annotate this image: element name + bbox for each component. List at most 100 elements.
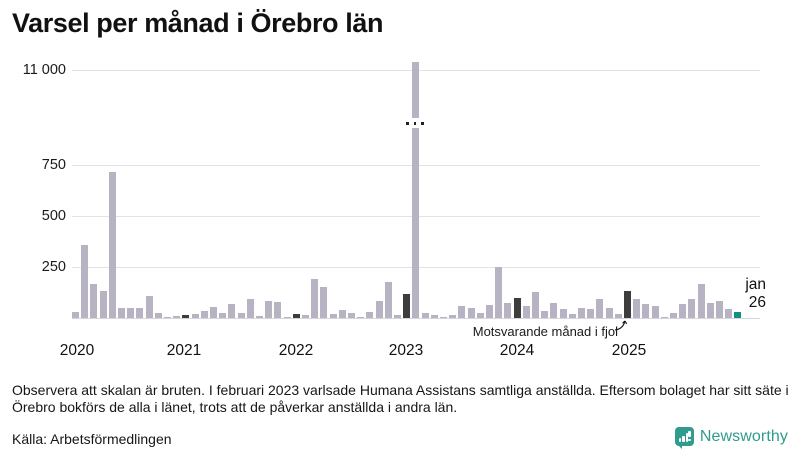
bar xyxy=(237,313,245,318)
annotation-arrow-icon xyxy=(614,320,628,331)
x-axis-line xyxy=(72,318,760,319)
bar xyxy=(384,282,392,318)
bar xyxy=(532,292,539,318)
bar xyxy=(476,313,484,318)
bar xyxy=(357,317,365,318)
scale-break-dot-icon xyxy=(413,121,417,125)
x-tick-label-2025: 2025 xyxy=(611,342,647,359)
bar xyxy=(660,317,668,318)
bar xyxy=(173,316,181,318)
bar xyxy=(246,299,254,318)
bar xyxy=(679,304,687,318)
y-tick-label: 750 xyxy=(41,157,66,173)
bar xyxy=(394,315,401,318)
x-tick-label-2022: 2022 xyxy=(278,342,314,359)
brand-name: Newsworthy xyxy=(699,427,788,445)
bar xyxy=(191,314,199,318)
bar xyxy=(541,311,549,318)
bar xyxy=(228,304,236,318)
current-month-name: jan xyxy=(745,276,766,293)
bar xyxy=(164,317,171,318)
bar xyxy=(458,306,466,318)
bar xyxy=(99,291,107,318)
bar xyxy=(697,284,705,318)
current-month-year: 26 xyxy=(748,294,766,311)
bar xyxy=(504,303,512,318)
bar-spike-upper xyxy=(412,62,420,118)
bar xyxy=(283,317,291,318)
bar xyxy=(467,308,475,318)
bar xyxy=(154,313,162,318)
bar xyxy=(421,313,429,318)
bar xyxy=(486,305,493,318)
bar xyxy=(375,301,383,318)
bar xyxy=(403,294,411,318)
bar xyxy=(440,317,447,318)
bar xyxy=(633,299,641,318)
bar xyxy=(716,301,723,318)
bar xyxy=(302,315,309,318)
bar xyxy=(136,308,144,318)
bar xyxy=(430,315,438,318)
bar xyxy=(725,309,733,318)
y-tick-label: 250 xyxy=(41,259,66,275)
bar xyxy=(596,299,604,318)
bar xyxy=(108,172,116,318)
bar xyxy=(90,284,98,318)
bar xyxy=(624,291,631,318)
bar xyxy=(348,313,355,318)
bar xyxy=(118,308,125,318)
bar xyxy=(256,316,263,318)
bar xyxy=(329,314,337,318)
bar xyxy=(495,267,503,318)
logo-exclamation-dot-icon xyxy=(688,438,691,441)
x-tick-label-2023: 2023 xyxy=(388,342,424,359)
bar xyxy=(651,306,659,318)
bar xyxy=(81,245,89,318)
bar xyxy=(522,306,530,318)
bar xyxy=(670,313,677,318)
x-tick-label-2020: 2020 xyxy=(59,342,95,359)
brand-logo: Newsworthy xyxy=(674,427,788,449)
bar xyxy=(182,315,190,318)
current-month-label: jan 26 xyxy=(720,276,766,312)
bar xyxy=(274,302,282,318)
bar xyxy=(578,308,585,318)
bar xyxy=(587,309,595,318)
bar xyxy=(688,299,696,318)
bar xyxy=(513,298,521,318)
logo-exclamation-icon xyxy=(688,431,691,437)
bar xyxy=(706,303,714,318)
y-tick-label: 11 000 xyxy=(22,62,66,78)
footnote: Observera att skalan är bruten. I februa… xyxy=(12,382,789,415)
bar xyxy=(311,279,319,318)
bar xyxy=(292,314,300,318)
logo-bar-icon xyxy=(678,438,682,442)
bar xyxy=(449,315,457,318)
logo-bar-icon xyxy=(686,433,689,442)
bar xyxy=(568,314,576,318)
bar xyxy=(127,308,135,318)
bar xyxy=(145,296,153,318)
page-title: Varsel per månad i Örebro län xyxy=(12,8,384,38)
source-text: Källa: Arbetsförmedlingen xyxy=(12,431,172,447)
bar xyxy=(320,287,328,318)
bar xyxy=(366,312,374,318)
x-tick-label-2024: 2024 xyxy=(499,342,535,359)
scale-break-dot-icon xyxy=(406,121,409,125)
logo-bar-icon xyxy=(682,435,685,442)
bar xyxy=(605,308,613,318)
bar xyxy=(338,310,346,318)
bar xyxy=(550,303,558,318)
bar xyxy=(265,301,273,318)
y-tick-label: 500 xyxy=(41,208,66,224)
speech-bubble-tail xyxy=(676,444,682,449)
bar xyxy=(200,311,208,318)
scale-break-dot-icon xyxy=(421,121,424,125)
bar xyxy=(559,309,567,318)
newsworthy-icon xyxy=(674,427,694,449)
bar xyxy=(210,307,217,318)
bar xyxy=(642,304,650,318)
bar xyxy=(72,312,79,318)
